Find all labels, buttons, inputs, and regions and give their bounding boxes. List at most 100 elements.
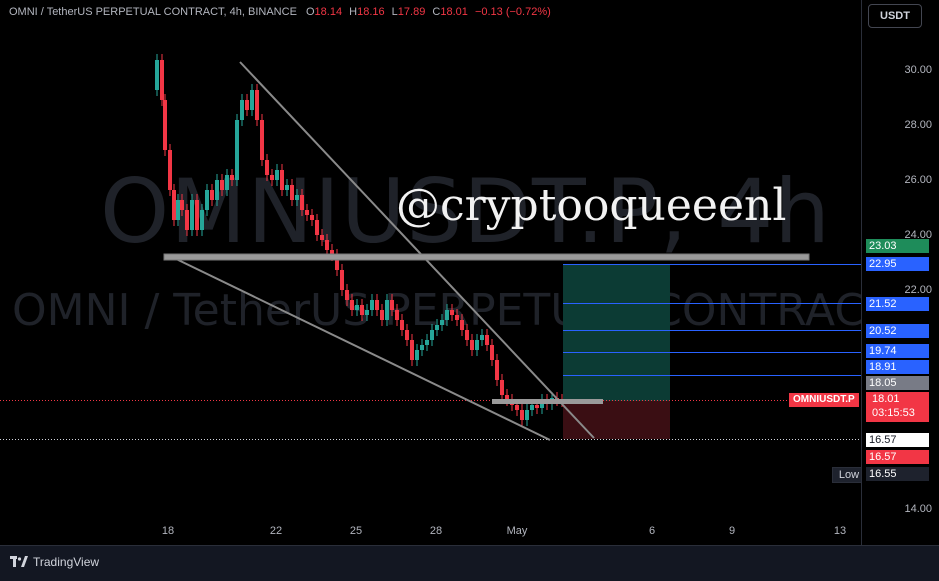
candle-body (455, 315, 459, 320)
candle-body (168, 150, 172, 190)
candle-body (465, 330, 469, 340)
candle-body (475, 340, 479, 350)
candle-body (470, 340, 474, 350)
bottom-bar: TradingView (0, 545, 939, 581)
stop-zone[interactable] (563, 401, 670, 439)
time-tick: 9 (728, 525, 736, 537)
chart-pane[interactable]: OMNIUSDT.P, 4h OMNI / TetherUS PERPETUAL… (0, 0, 861, 545)
price-tick: 22.00 (904, 284, 932, 296)
candle-body (225, 175, 229, 190)
last-price-label: 18.01 03:15:53 (866, 392, 929, 422)
candle-body (285, 185, 289, 190)
candle-body (155, 60, 159, 90)
candle-body (440, 320, 444, 325)
author-watermark: @cryptooqueeenl (396, 180, 787, 231)
candle-body (300, 195, 304, 210)
candle-body (520, 410, 524, 420)
resistance-trendline[interactable] (239, 61, 595, 439)
legend-high-label: H (349, 6, 358, 18)
candle-body (230, 175, 234, 180)
level-label: 22.95 (866, 257, 929, 271)
candle-body (425, 340, 429, 345)
candle-body (330, 250, 334, 255)
level-label: 18.91 (866, 360, 929, 374)
brand-name: TradingView (33, 555, 100, 569)
candle-body (490, 345, 494, 360)
candle-body (355, 305, 359, 310)
candle-body (415, 350, 419, 360)
price-tick: 24.00 (904, 229, 932, 241)
time-tick: 25 (349, 525, 363, 537)
level-label: 20.52 (866, 324, 929, 338)
candle-body (255, 90, 259, 120)
time-tick: 6 (648, 525, 656, 537)
time-tick: 13 (833, 525, 847, 537)
candle-body (485, 335, 489, 345)
chart-legend: OMNI / TetherUS PERPETUAL CONTRACT, 4h, … (9, 6, 551, 18)
candle-body (360, 305, 364, 315)
candle-body (390, 300, 394, 310)
support-trendline[interactable] (169, 255, 551, 441)
candle-body (515, 405, 519, 410)
candle-body (445, 310, 449, 320)
candle-body (385, 300, 389, 320)
tradingview-logo-icon (10, 556, 28, 567)
candle-body (172, 190, 176, 220)
price-tick: 14.00 (904, 503, 932, 515)
target-zone[interactable] (563, 264, 670, 401)
candle-body (205, 190, 209, 210)
candle-body (500, 380, 504, 395)
low-value-label: 16.55 (866, 467, 929, 481)
candle-body (435, 325, 439, 330)
target-levels[interactable] (563, 264, 861, 376)
candle-body (160, 60, 164, 100)
candle-body (370, 300, 374, 310)
candle-body (460, 320, 464, 330)
currency-button[interactable]: USDT (868, 4, 922, 28)
time-tick: 28 (429, 525, 443, 537)
symbol-price-tag: OMNIUSDT.P (789, 393, 859, 407)
price-tick: 30.00 (904, 64, 932, 76)
candle-body (525, 410, 529, 420)
candle-body (380, 310, 384, 320)
time-tick: May (506, 525, 528, 537)
candle-body (280, 170, 284, 190)
candle-body (430, 330, 434, 340)
candle-body (410, 340, 414, 360)
candle-body (335, 255, 339, 270)
candle-body (365, 310, 369, 315)
candle-body (535, 405, 539, 408)
candle-body (190, 200, 194, 230)
candle-body (195, 200, 199, 230)
candle-body (290, 185, 294, 200)
horizontal-zone[interactable] (163, 253, 810, 261)
low-label: Low (832, 467, 861, 483)
candle-body (395, 310, 399, 320)
candles (155, 54, 564, 426)
candle-body (340, 270, 344, 290)
candle-body (240, 100, 244, 120)
stop-label: 16.57 (866, 450, 929, 464)
candle-body (400, 320, 404, 330)
entry-label: 18.05 (866, 376, 929, 390)
candle-body (235, 120, 239, 180)
bar-countdown: 03:15:53 (872, 407, 915, 419)
level-label: 21.52 (866, 297, 929, 311)
price-tick: 28.00 (904, 119, 932, 131)
candle-body (325, 240, 329, 250)
candle-body (270, 175, 274, 180)
candle-body (163, 100, 167, 150)
candle-body (505, 395, 509, 400)
candle-body (250, 90, 254, 110)
legend-high: 18.16 (357, 6, 385, 18)
target-top-label: 23.03 (866, 239, 929, 253)
legend-low: 17.89 (397, 6, 426, 18)
tradingview-brand[interactable]: TradingView (10, 555, 99, 569)
candle-body (220, 180, 224, 190)
entry-zone[interactable] (492, 399, 603, 404)
last-price: 18.01 (872, 393, 900, 405)
candle-body (200, 210, 204, 230)
time-tick: 18 (161, 525, 175, 537)
price-chart[interactable] (0, 0, 861, 545)
candle-body (405, 330, 409, 340)
